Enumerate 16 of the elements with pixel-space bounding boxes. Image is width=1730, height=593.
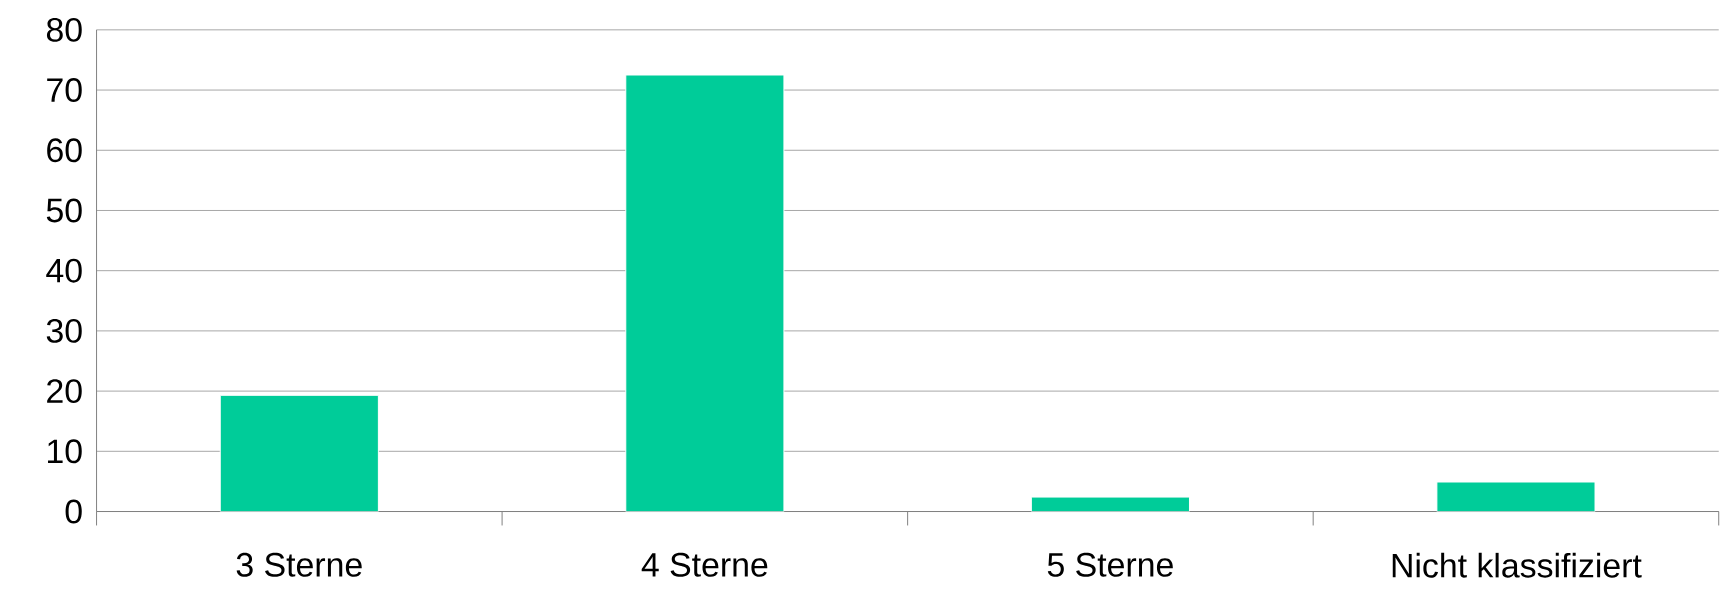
y-tick-label: 80	[46, 17, 82, 42]
y-tick-label: 40	[46, 258, 82, 283]
bar	[625, 74, 785, 512]
x-tick-label: Nicht klassifiziert	[1392, 552, 1642, 578]
y-tick-label: 70	[47, 78, 82, 102]
y-tick-label: 0	[65, 499, 82, 524]
bar	[219, 394, 379, 512]
x-tick-label: 3 Sterne	[236, 552, 362, 577]
y-tick-label: 30	[46, 318, 82, 343]
x-tick-label: 4 Sterne	[641, 552, 768, 577]
y-tick-label: 50	[46, 198, 82, 223]
bar	[1436, 481, 1596, 512]
x-tick-label: 5 Sterne	[1047, 552, 1173, 577]
y-tick-label: 20	[47, 379, 82, 404]
y-tick-label: 60	[47, 138, 82, 163]
y-tick-label: 10	[48, 439, 82, 464]
